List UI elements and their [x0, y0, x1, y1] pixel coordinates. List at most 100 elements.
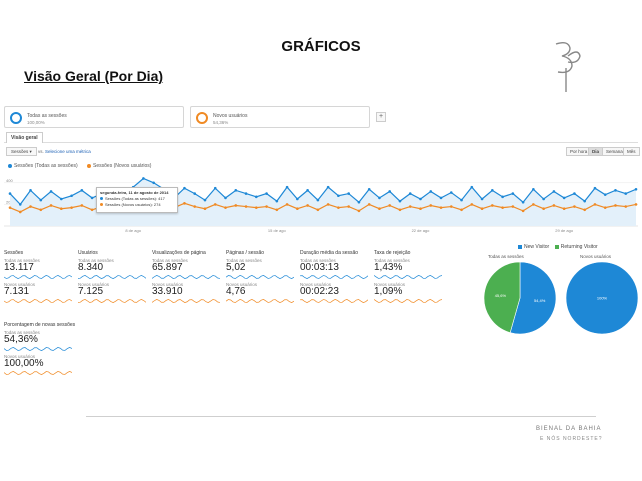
data-point[interactable]	[357, 200, 361, 204]
data-point[interactable]	[552, 204, 556, 207]
data-point[interactable]	[49, 190, 53, 193]
data-point[interactable]	[337, 206, 340, 209]
data-point[interactable]	[583, 208, 586, 212]
data-point[interactable]	[183, 202, 186, 205]
data-point[interactable]	[398, 199, 402, 203]
data-point[interactable]	[449, 205, 453, 208]
data-point[interactable]	[265, 192, 268, 195]
data-point[interactable]	[378, 207, 381, 211]
data-point[interactable]	[501, 206, 504, 209]
data-point[interactable]	[213, 186, 217, 190]
metric-card[interactable]: Duração média da sessão Todas as sessões 0…	[300, 250, 370, 304]
data-point[interactable]	[593, 186, 597, 190]
data-point[interactable]	[562, 207, 566, 211]
data-point[interactable]	[542, 197, 545, 201]
data-point[interactable]	[521, 209, 525, 213]
data-point[interactable]	[460, 208, 463, 212]
pie-slice[interactable]	[509, 261, 557, 335]
data-point[interactable]	[183, 186, 186, 190]
data-point[interactable]	[480, 207, 484, 211]
data-point[interactable]	[60, 197, 63, 201]
data-point[interactable]	[275, 199, 279, 203]
data-point[interactable]	[367, 187, 371, 191]
data-point[interactable]	[90, 196, 94, 200]
data-point[interactable]	[80, 189, 84, 192]
data-point[interactable]	[244, 205, 248, 208]
data-point[interactable]	[254, 195, 258, 199]
data-point[interactable]	[8, 192, 12, 195]
data-point[interactable]	[90, 208, 94, 212]
data-point[interactable]	[29, 189, 32, 192]
data-point[interactable]	[624, 205, 628, 208]
data-point[interactable]	[614, 204, 617, 207]
granularity-month-button[interactable]: Mês	[623, 147, 640, 156]
data-point[interactable]	[573, 192, 576, 195]
data-point[interactable]	[532, 187, 535, 191]
segment-new-users[interactable]: Novos usuários 54,36%	[190, 106, 370, 128]
data-point[interactable]	[337, 194, 340, 198]
data-point[interactable]	[306, 204, 309, 207]
data-point[interactable]	[306, 189, 309, 192]
pie-slice[interactable]	[565, 261, 638, 335]
data-point[interactable]	[439, 196, 443, 200]
data-point[interactable]	[429, 204, 433, 207]
data-point[interactable]	[634, 203, 638, 206]
data-point[interactable]	[275, 208, 279, 212]
data-point[interactable]	[213, 203, 217, 206]
data-point[interactable]	[254, 206, 258, 209]
data-point[interactable]	[265, 205, 268, 208]
metric-card[interactable]: Páginas / sessão Todas as sessões 5,02 Novo…	[226, 250, 296, 304]
data-point[interactable]	[70, 206, 73, 209]
data-point[interactable]	[573, 205, 576, 208]
data-point[interactable]	[511, 205, 515, 208]
data-point[interactable]	[70, 194, 73, 198]
data-point[interactable]	[470, 203, 474, 206]
data-point[interactable]	[193, 192, 197, 195]
data-point[interactable]	[460, 198, 463, 202]
data-point[interactable]	[326, 203, 330, 206]
data-point[interactable]	[480, 197, 484, 201]
data-point[interactable]	[521, 200, 525, 204]
add-segment-button[interactable]: +	[376, 112, 386, 122]
metric-card[interactable]: Porcentagem de novas sessões Todas as ses…	[4, 322, 75, 376]
data-point[interactable]	[39, 208, 43, 212]
granularity-day-button[interactable]: Dia	[588, 147, 604, 156]
data-point[interactable]	[18, 203, 22, 206]
data-point[interactable]	[8, 206, 12, 209]
data-point[interactable]	[562, 196, 566, 200]
data-point[interactable]	[491, 189, 494, 192]
data-point[interactable]	[511, 192, 515, 195]
data-point[interactable]	[378, 196, 381, 200]
data-point[interactable]	[398, 208, 402, 212]
data-point[interactable]	[408, 205, 412, 208]
data-point[interactable]	[367, 203, 371, 206]
data-point[interactable]	[18, 210, 22, 214]
data-point[interactable]	[603, 206, 607, 209]
data-point[interactable]	[203, 198, 207, 202]
data-point[interactable]	[593, 203, 597, 206]
data-point[interactable]	[583, 199, 586, 203]
data-point[interactable]	[285, 203, 289, 206]
data-point[interactable]	[296, 197, 299, 201]
data-point[interactable]	[347, 205, 350, 208]
data-point[interactable]	[614, 189, 617, 192]
data-point[interactable]	[203, 207, 207, 211]
data-point[interactable]	[80, 204, 84, 207]
data-point[interactable]	[29, 205, 32, 208]
data-point[interactable]	[449, 191, 453, 194]
data-point[interactable]	[244, 192, 248, 195]
data-point[interactable]	[542, 207, 545, 211]
data-point[interactable]	[634, 187, 638, 191]
data-point[interactable]	[552, 190, 556, 193]
segment-all-sessions[interactable]: Todas as sessões 100,00%	[4, 106, 184, 128]
metric-dropdown[interactable]: Sessões ▾	[6, 147, 37, 156]
data-point[interactable]	[142, 177, 145, 180]
data-point[interactable]	[234, 204, 238, 207]
pie-slice[interactable]	[483, 261, 521, 334]
data-point[interactable]	[49, 204, 53, 207]
select-metric-link[interactable]: Selecione uma métrica	[45, 149, 91, 154]
data-point[interactable]	[326, 185, 330, 189]
data-point[interactable]	[357, 209, 361, 213]
data-point[interactable]	[316, 208, 320, 212]
data-point[interactable]	[285, 185, 289, 189]
